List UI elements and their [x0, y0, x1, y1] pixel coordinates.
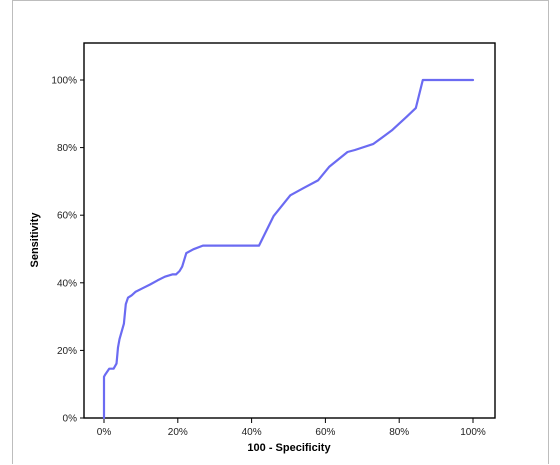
curve-point: [175, 273, 177, 275]
curve-point: [302, 187, 304, 189]
y-tick-label: 100%: [51, 76, 77, 87]
curve-point: [108, 368, 110, 370]
y-tick-label: 20%: [57, 346, 77, 357]
curve-point: [103, 417, 105, 419]
curve-point: [131, 294, 133, 296]
curve-point: [164, 276, 166, 278]
y-axis: 0% 20% 40% 60% 80% 100%: [51, 76, 84, 425]
curve-point: [391, 129, 393, 131]
curve-point: [171, 273, 173, 275]
curve-points: [103, 79, 474, 419]
curve-point: [134, 291, 136, 293]
curve-point: [472, 79, 474, 81]
curve-point: [116, 358, 118, 361]
curve-point: [192, 248, 194, 250]
curve-point: [317, 179, 319, 181]
plot-area: [83, 42, 496, 419]
curve-point: [406, 116, 408, 118]
curve-point: [273, 215, 275, 217]
curve-point: [232, 245, 234, 247]
curve-point: [202, 245, 204, 247]
curve-point: [415, 107, 417, 109]
y-tick-label: 0%: [63, 414, 78, 425]
curve-point: [115, 363, 118, 365]
y-tick-label: 80%: [57, 143, 77, 154]
curve-point: [127, 297, 129, 299]
x-tick-label: 20%: [168, 427, 188, 438]
y-tick-label: 60%: [57, 211, 77, 222]
x-tick-label: 40%: [242, 427, 262, 438]
curve-point: [422, 79, 424, 81]
curve-point: [181, 266, 183, 268]
x-tick-label: 0%: [97, 427, 112, 438]
x-tick-label: 60%: [315, 427, 335, 438]
x-tick-label: 100%: [460, 427, 486, 438]
x-axis-title: 100 - Specificity: [247, 442, 331, 454]
curve-point: [113, 368, 115, 370]
x-axis: 0% 20% 40% 60% 80% 100%: [97, 418, 486, 438]
curve-point: [185, 252, 187, 254]
curve-point: [123, 323, 125, 325]
curve-point: [149, 283, 151, 286]
curve-point: [328, 166, 330, 168]
curve-point: [125, 303, 127, 305]
curve-point: [372, 143, 374, 145]
curve-point: [346, 151, 349, 153]
curve-point: [214, 245, 216, 247]
curve-point: [118, 338, 121, 340]
curve-point: [156, 279, 159, 281]
curve-point: [179, 270, 181, 272]
curve-point: [289, 194, 291, 196]
curve-point: [142, 287, 144, 289]
curve-point: [103, 376, 105, 378]
curve-point: [117, 346, 119, 348]
y-tick-label: 40%: [57, 278, 77, 289]
curve-point: [258, 245, 260, 247]
curve-point: [354, 149, 356, 151]
y-axis-title: Sensitivity: [29, 212, 41, 268]
curve-point: [442, 79, 445, 81]
roc-curve: [102, 78, 475, 420]
curve-point: [104, 374, 106, 376]
x-tick-label: 80%: [389, 427, 409, 438]
